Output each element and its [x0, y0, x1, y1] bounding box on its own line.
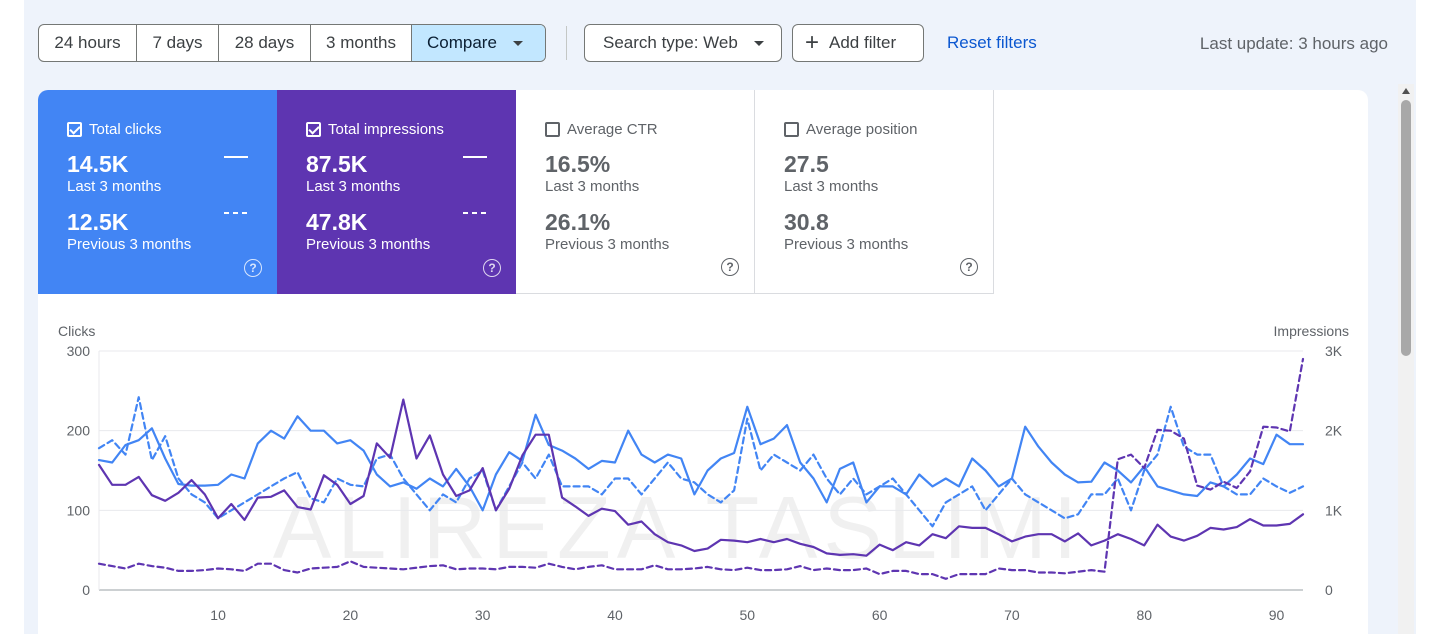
help-circle-icon[interactable]: ?: [244, 259, 262, 277]
metric-previous-label: Previous 3 months: [306, 236, 431, 253]
range-7-days-button[interactable]: 7 days: [137, 25, 219, 61]
metric-card-total-impressions[interactable]: Total impressions 87.5K Last 3 months 47…: [277, 90, 516, 294]
metric-current-label: Last 3 months: [784, 178, 879, 195]
metric-card-average-ctr[interactable]: Average CTR 16.5% Last 3 months 26.1% Pr…: [516, 90, 755, 294]
y-right-tick-label: 0: [1325, 582, 1333, 598]
metric-previous-value: 12.5K: [67, 209, 129, 235]
search-type-label: Search type: Web: [603, 33, 738, 52]
metric-title: Average CTR: [567, 120, 658, 138]
help-circle-icon[interactable]: ?: [721, 258, 739, 276]
x-tick-label: 30: [475, 607, 491, 623]
metric-previous-label: Previous 3 months: [545, 236, 670, 253]
metric-previous-label: Previous 3 months: [784, 236, 909, 253]
y-left-tick-label: 0: [82, 582, 90, 598]
metric-current-value: 14.5K: [67, 151, 129, 177]
last-update-text: Last update: 3 hours ago: [1199, 34, 1388, 53]
search-type-dropdown[interactable]: Search type: Web: [584, 24, 782, 62]
y-left-tick-label: 200: [67, 423, 91, 439]
compare-label: Compare: [427, 33, 497, 52]
checkbox-icon[interactable]: [784, 121, 799, 137]
caret-down-icon: [512, 40, 523, 46]
metric-current-value: 16.5%: [545, 151, 611, 177]
x-tick-label: 40: [607, 607, 623, 623]
metric-card-average-position[interactable]: Average position 27.5 Last 3 months 30.8…: [755, 90, 994, 294]
y-right-axis-title: Impressions: [1274, 323, 1349, 339]
y-left-tick-label: 300: [67, 343, 91, 359]
add-filter-label: Add filter: [829, 33, 897, 52]
series-line-impressions-dashed: [97, 357, 1305, 580]
y-right-tick-label: 1K: [1325, 502, 1343, 518]
series-line-impressions-solid: [97, 398, 1305, 557]
y-left-tick-label: 100: [67, 502, 91, 518]
scroll-up-arrow-icon[interactable]: [1402, 88, 1410, 94]
metric-previous-label: Previous 3 months: [67, 236, 192, 253]
checkbox-icon[interactable]: [67, 121, 82, 137]
metric-title: Total impressions: [328, 120, 444, 138]
x-tick-label: 80: [1136, 607, 1152, 623]
metric-card-header: Total clicks: [67, 120, 277, 138]
range-24-hours-button[interactable]: 24 hours: [39, 25, 137, 61]
range-28-days-button[interactable]: 28 days: [219, 25, 311, 61]
scrollbar-thumb[interactable]: [1401, 100, 1411, 356]
metric-card-header: Average CTR: [545, 120, 754, 138]
watermark: ALIREZA TASLIMI: [273, 478, 1084, 577]
date-range-selector: 24 hours 7 days 28 days 3 months Compare: [38, 24, 546, 62]
reset-filters-link[interactable]: Reset filters: [947, 33, 1037, 52]
x-tick-label: 10: [210, 607, 226, 623]
metric-previous-value: 47.8K: [306, 209, 368, 235]
toolbar-divider: [566, 26, 567, 60]
metric-current-value: 87.5K: [306, 151, 368, 177]
help-circle-icon[interactable]: ?: [960, 258, 978, 276]
dashed-line-legend-icon: [224, 212, 248, 214]
metric-card-header: Average position: [784, 120, 993, 138]
range-3-months-button[interactable]: 3 months: [311, 25, 412, 61]
checkbox-icon[interactable]: [306, 121, 321, 137]
caret-down-icon: [753, 40, 764, 46]
solid-line-legend-icon: [224, 156, 248, 158]
metric-current-label: Last 3 months: [306, 178, 401, 195]
metric-title: Average position: [806, 120, 918, 138]
checkbox-icon[interactable]: [545, 121, 560, 137]
compare-dropdown-button[interactable]: Compare: [412, 25, 545, 61]
toolbar: 24 hours 7 days 28 days 3 months Compare…: [38, 24, 1398, 62]
x-tick-label: 60: [872, 607, 888, 623]
plus-icon: +: [805, 29, 820, 56]
x-tick-label: 50: [740, 607, 756, 623]
metric-current-value: 27.5: [784, 151, 829, 177]
x-tick-label: 20: [343, 607, 359, 623]
metric-card-total-clicks[interactable]: Total clicks 14.5K Last 3 months 12.5K P…: [38, 90, 277, 294]
metric-current-label: Last 3 months: [545, 178, 640, 195]
add-filter-button[interactable]: + Add filter: [792, 24, 924, 62]
x-tick-label: 70: [1004, 607, 1020, 623]
y-right-tick-label: 3K: [1325, 343, 1343, 359]
y-left-axis-title: Clicks: [58, 323, 95, 339]
series-line-clicks-dashed: [97, 396, 1305, 528]
metric-previous-value: 26.1%: [545, 209, 611, 235]
metric-card-header: Total impressions: [306, 120, 516, 138]
metric-title: Total clicks: [89, 120, 162, 138]
performance-chart[interactable]: ALIREZA TASLIMI 0 100 200 300 0 1K 2K 3K Clicks I…: [38, 318, 1368, 634]
metric-current-label: Last 3 months: [67, 178, 162, 195]
x-tick-label: 90: [1269, 607, 1285, 623]
series-line-clicks-solid: [97, 405, 1305, 512]
y-right-tick-label: 2K: [1325, 423, 1343, 439]
dashed-line-legend-icon: [463, 212, 487, 214]
metric-previous-value: 30.8: [784, 209, 829, 235]
solid-line-legend-icon: [463, 156, 487, 158]
help-circle-icon[interactable]: ?: [483, 259, 501, 277]
